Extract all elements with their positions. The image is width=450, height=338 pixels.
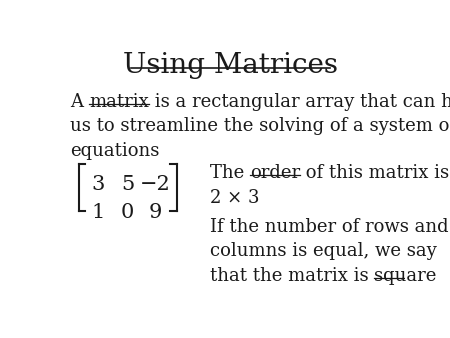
Text: us to streamline the solving of a system of: us to streamline the solving of a system… [70, 117, 450, 135]
Text: 9: 9 [149, 203, 162, 222]
Text: 1: 1 [91, 203, 105, 222]
Text: that the matrix is: that the matrix is [210, 267, 374, 285]
Text: of this matrix is: of this matrix is [300, 164, 449, 182]
Text: 3: 3 [91, 175, 105, 194]
Text: If the number of rows and: If the number of rows and [210, 218, 448, 236]
Text: square: square [374, 267, 436, 285]
Text: order: order [250, 164, 300, 182]
Text: Using Matrices: Using Matrices [123, 52, 338, 79]
Text: matrix: matrix [89, 93, 148, 111]
Text: 0: 0 [121, 203, 135, 222]
Text: The: The [210, 164, 250, 182]
Text: A: A [70, 93, 89, 111]
Text: equations: equations [70, 142, 160, 160]
Text: −2: −2 [140, 175, 171, 194]
Text: columns is equal, we say: columns is equal, we say [210, 242, 436, 260]
Text: 5: 5 [121, 175, 135, 194]
Text: is a rectangular array that can help: is a rectangular array that can help [148, 93, 450, 111]
Text: 2 × 3: 2 × 3 [210, 189, 259, 207]
